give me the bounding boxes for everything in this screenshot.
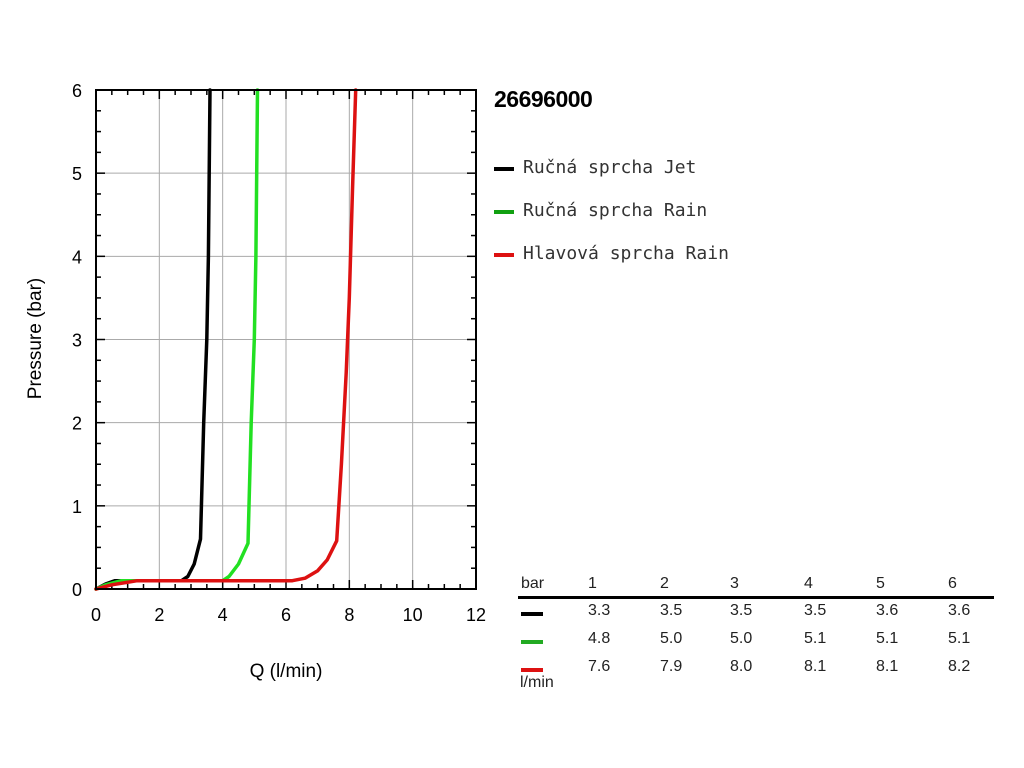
legend-label: Ručná sprcha Rain xyxy=(523,200,708,221)
table-row: 4.8 5.0 5.0 5.1 5.1 5.1 xyxy=(518,627,994,655)
table-cell: 3.6 xyxy=(948,602,971,619)
table-cell: 5.1 xyxy=(876,630,899,647)
flow-table: bar 1 2 3 4 5 6 3.3 3.5 3.5 3.5 3.6 3.6 … xyxy=(518,574,994,691)
table-cell: 7.9 xyxy=(660,658,683,675)
y-tick-label: 2 xyxy=(72,414,82,434)
table-column-header: 5 xyxy=(876,575,885,592)
table-cell: 5.1 xyxy=(948,630,971,647)
table-cell: 3.6 xyxy=(876,602,899,619)
plot-frame xyxy=(95,89,477,590)
y-tick-label: 6 xyxy=(72,81,82,101)
chart-title: 26696000 xyxy=(494,86,593,112)
legend-swatch xyxy=(494,209,514,214)
x-tick-label: 0 xyxy=(91,605,101,625)
x-tick-label: 12 xyxy=(466,605,486,625)
legend: Ručná sprcha Jet Ručná sprcha Rain Hlavo… xyxy=(494,146,729,275)
legend-swatch xyxy=(494,166,514,171)
x-axis-label: Q (l/min) xyxy=(250,661,323,682)
table-column-header: 2 xyxy=(660,575,669,592)
x-tick-label: 10 xyxy=(403,605,423,625)
legend-item: Ručná sprcha Jet xyxy=(494,146,729,189)
table-column-header: 1 xyxy=(588,575,597,592)
table-cell: 5.1 xyxy=(804,630,827,647)
table-cell: 3.3 xyxy=(588,602,611,619)
table-unit-label: l/min xyxy=(520,674,554,691)
legend-item: Ručná sprcha Rain xyxy=(494,189,729,232)
y-tick-label: 3 xyxy=(72,331,82,351)
y-axis-label: Pressure (bar) xyxy=(25,278,46,399)
x-tick-label: 2 xyxy=(154,605,164,625)
table-header-label: bar xyxy=(521,575,545,592)
legend-item: Hlavová sprcha Rain xyxy=(494,232,729,275)
table-row: 7.6 7.9 8.0 8.1 8.1 8.2 xyxy=(518,655,994,683)
x-tick-label: 6 xyxy=(281,605,291,625)
table-row-swatch xyxy=(521,668,543,672)
table-column-header: 6 xyxy=(948,575,957,592)
table-cell: 8.2 xyxy=(948,658,971,675)
table-row-swatch xyxy=(521,640,543,644)
legend-label: Hlavová sprcha Rain xyxy=(523,243,729,264)
y-tick-label: 0 xyxy=(72,580,82,600)
table-header: bar 1 2 3 4 5 6 xyxy=(518,574,994,599)
table-row-swatch xyxy=(521,612,543,616)
y-tick-label: 4 xyxy=(72,247,82,267)
legend-swatch xyxy=(494,252,514,257)
x-tick-label: 8 xyxy=(344,605,354,625)
table-column-header: 4 xyxy=(804,575,813,592)
y-tick-label: 5 xyxy=(72,164,82,184)
table-cell: 5.0 xyxy=(730,630,753,647)
table-cell: 3.5 xyxy=(804,602,827,619)
x-tick-label: 4 xyxy=(218,605,228,625)
table-column-header: 3 xyxy=(730,575,739,592)
table-cell: 8.1 xyxy=(804,658,827,675)
table-cell: 4.8 xyxy=(588,630,611,647)
table-cell: 8.1 xyxy=(876,658,899,675)
table-cell: 3.5 xyxy=(660,602,683,619)
table-cell: 8.0 xyxy=(730,658,753,675)
legend-label: Ručná sprcha Jet xyxy=(523,157,697,178)
table-cell: 7.6 xyxy=(588,658,611,675)
series-line xyxy=(94,88,260,591)
table-cell: 5.0 xyxy=(660,630,683,647)
series-line xyxy=(94,88,358,591)
table-row: 3.3 3.5 3.5 3.5 3.6 3.6 xyxy=(518,599,994,627)
table-cell: 3.5 xyxy=(730,602,753,619)
y-tick-label: 1 xyxy=(72,497,82,517)
